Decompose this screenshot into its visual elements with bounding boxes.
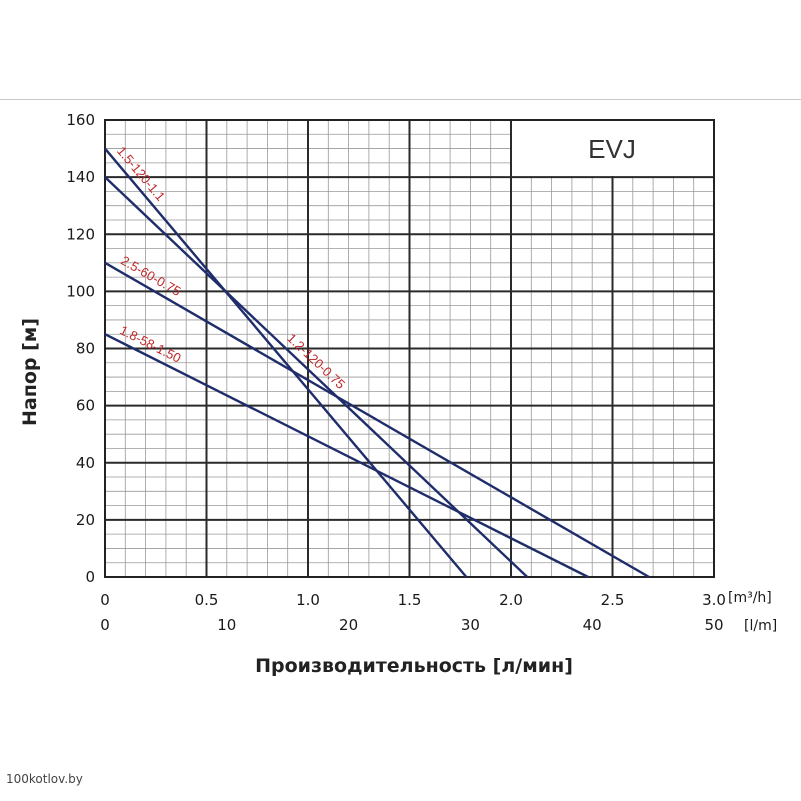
x-axis-label: Производительность [л/мин] — [255, 655, 573, 677]
y-tick-label: 40 — [76, 454, 95, 472]
model-label-box — [512, 120, 714, 176]
series-lines — [104, 147, 650, 579]
curve-labels: 1.5-120-1.11.2-120-0.752.5-60-0.751.8-58… — [114, 143, 348, 392]
x-tick-label-bottom: 10 — [217, 616, 236, 634]
x-tick-label-bottom: 20 — [339, 616, 358, 634]
x-tick-label-top: 2.0 — [499, 591, 523, 609]
y-axis-label: Напор [м] — [19, 318, 41, 426]
y-tick-labels: 0 20 40 60 80 100 120 140 160 — [66, 111, 95, 586]
y-tick-label: 100 — [66, 282, 95, 300]
chart-title: EVJ — [588, 134, 636, 164]
series-line-1 — [104, 147, 468, 578]
x-tick-label-top: 2.5 — [601, 591, 625, 609]
y-tick-label: 140 — [66, 168, 95, 186]
x-unit-bottom: [l/m] — [744, 618, 777, 634]
y-tick-label: 120 — [66, 225, 95, 243]
curve-label-4: 1.8-58-1.50 — [117, 322, 183, 365]
watermark: 100kotlov.by — [6, 772, 83, 786]
x-tick-label-top: 3.0 — [702, 591, 726, 609]
x-tick-labels-top: 0 0.5 1.0 1.5 2.0 2.5 3.0 — [100, 591, 726, 609]
x-tick-label-top: 0 — [100, 591, 110, 609]
x-tick-label-bottom: 30 — [461, 616, 480, 634]
x-tick-label-bottom: 50 — [704, 616, 723, 634]
x-unit-top: [m³/h] — [728, 590, 772, 606]
y-tick-label: 80 — [76, 340, 95, 358]
series-line-4 — [104, 333, 589, 579]
y-tick-label: 60 — [76, 397, 95, 415]
x-tick-label-top: 1.0 — [296, 591, 320, 609]
x-tick-label-top: 0.5 — [195, 591, 219, 609]
y-tick-label: 0 — [85, 568, 95, 586]
y-tick-label: 160 — [66, 111, 95, 129]
x-tick-labels-bottom: 0 10 20 30 40 50 — [100, 616, 723, 634]
x-tick-label-bottom: 40 — [583, 616, 602, 634]
plot-frame — [104, 119, 715, 578]
y-tick-label: 20 — [76, 511, 95, 529]
curve-label-2: 1.2-120-0.75 — [284, 330, 348, 392]
x-tick-label-top: 1.5 — [398, 591, 422, 609]
series-line-3 — [104, 261, 650, 579]
top-divider — [0, 99, 801, 100]
x-tick-label-bottom: 0 — [100, 616, 110, 634]
